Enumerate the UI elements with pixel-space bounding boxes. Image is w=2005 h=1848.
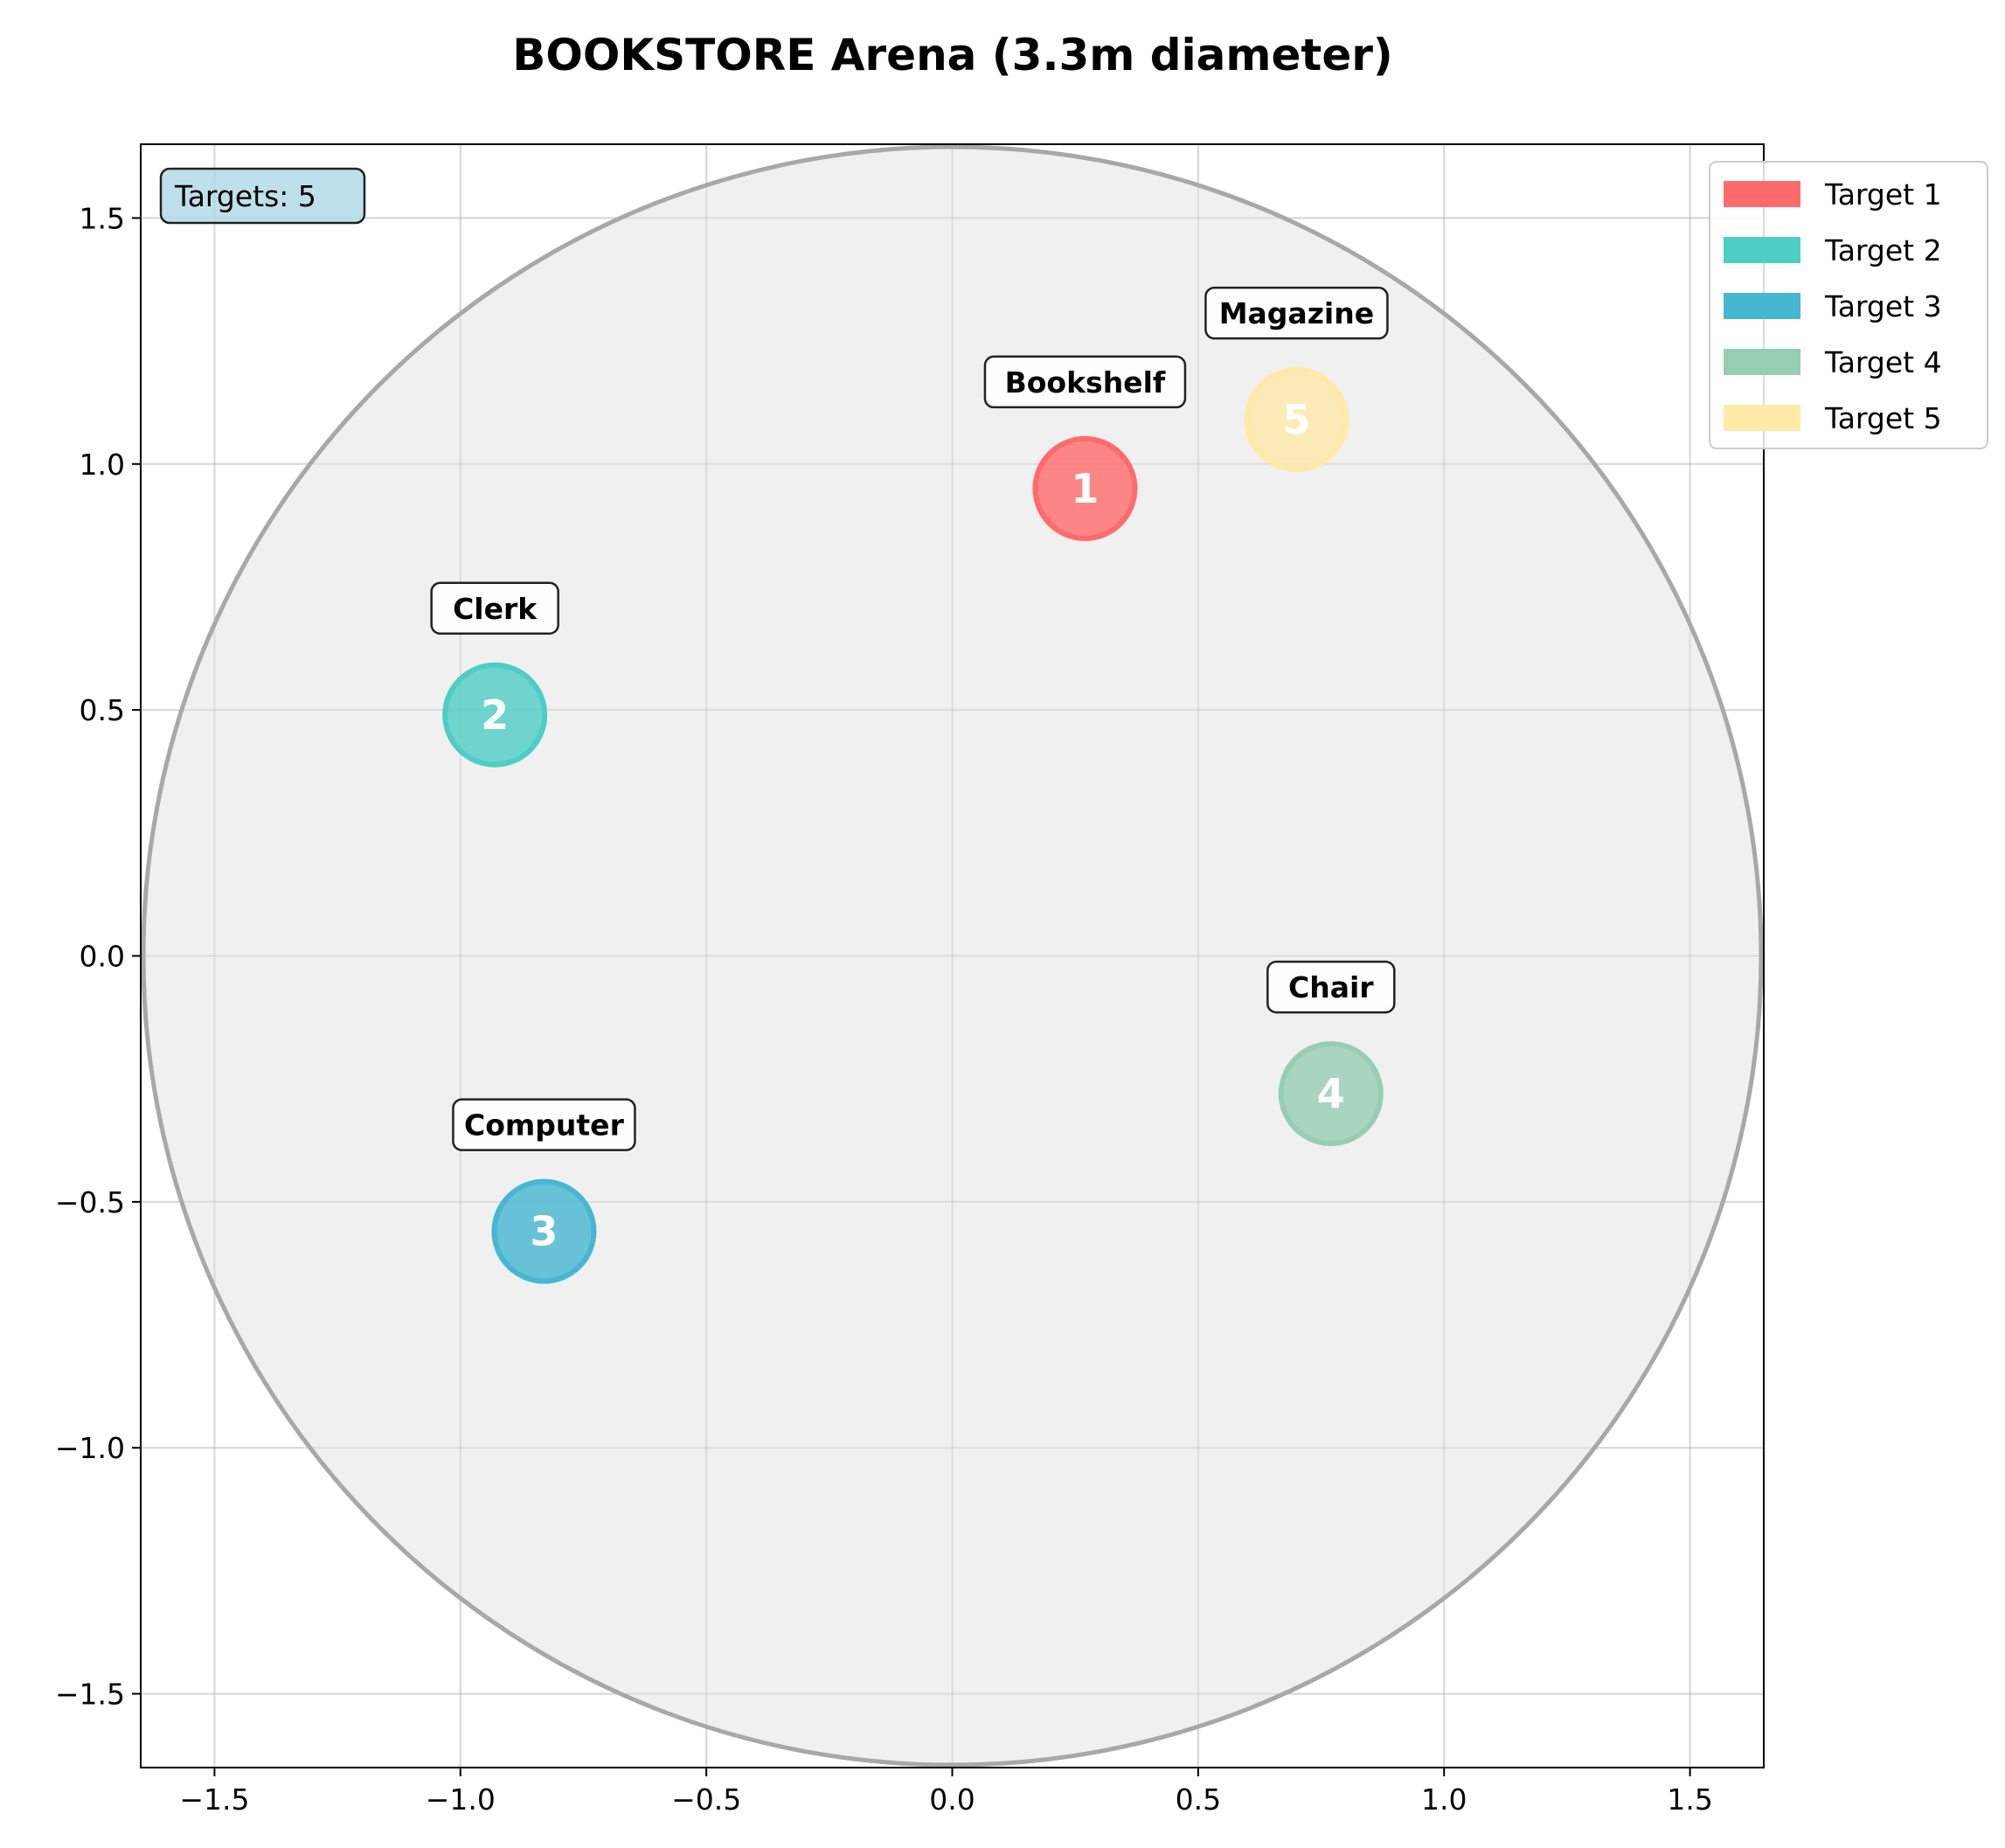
legend-label: Target 3 — [1824, 289, 1942, 323]
x-tick-label: 0.5 — [1176, 1782, 1221, 1817]
x-tick-label: 1.5 — [1667, 1782, 1712, 1817]
legend-swatch — [1724, 405, 1800, 431]
target-label-box — [983, 355, 1187, 409]
target-label: Clerk — [453, 592, 538, 626]
target-marker — [1278, 1041, 1384, 1147]
y-tick-label: −1.5 — [55, 1678, 125, 1712]
target-marker — [1244, 367, 1349, 473]
target-label-box — [430, 581, 559, 636]
legend: Target 1 Target 2 Target 3 Target 4 Target 5 — [1709, 161, 1988, 449]
target-3: 3 Computer — [452, 1098, 636, 1284]
target-2: 2 Clerk — [430, 581, 559, 768]
legend-label: Target 5 — [1824, 401, 1942, 435]
arena-circle — [141, 144, 1764, 1768]
target-4: 4 Chair — [1266, 960, 1396, 1147]
y-tick-label: 1.5 — [80, 201, 125, 235]
y-tick-label: −1.0 — [55, 1431, 125, 1465]
legend-swatch — [1724, 293, 1800, 319]
target-label-box — [452, 1098, 636, 1151]
legend-item-3: Target 3 — [1724, 289, 1942, 323]
target-label-box — [1204, 286, 1389, 340]
target-5: 5 Magazine — [1204, 286, 1389, 473]
legend-swatch — [1724, 181, 1800, 207]
legend-frame — [1709, 161, 1988, 449]
axis-ticks: −1.5 −1.0 −0.5 0.0 0.5 1.0 1.5 1.5 1.0 0.5 0.0 −0.5… — [55, 201, 1713, 1817]
target-label: Computer — [464, 1108, 625, 1143]
target-label: Chair — [1288, 970, 1374, 1004]
legend-label: Target 4 — [1824, 345, 1942, 379]
target-1: 1 Bookshelf — [983, 355, 1187, 541]
legend-swatch — [1724, 349, 1800, 375]
x-tick-label: −1.0 — [426, 1782, 496, 1817]
legend-label: Target 1 — [1824, 177, 1942, 212]
y-tick-label: 0.0 — [80, 940, 125, 974]
target-number: 5 — [1282, 396, 1310, 443]
target-marker — [442, 662, 548, 768]
legend-item-1: Target 1 — [1724, 177, 1942, 212]
legend-item-2: Target 2 — [1724, 233, 1942, 267]
grid-overlay — [141, 144, 1764, 1768]
legend-item-4: Target 4 — [1724, 345, 1942, 379]
y-tick-label: 0.5 — [80, 693, 125, 727]
info-box-background — [159, 167, 366, 225]
x-tick-label: −1.5 — [179, 1782, 249, 1817]
legend-swatch — [1724, 237, 1800, 263]
legend-item-5: Target 5 — [1724, 401, 1942, 435]
target-marker — [1032, 435, 1138, 541]
target-number: 1 — [1071, 465, 1099, 512]
target-number: 4 — [1317, 1070, 1345, 1117]
y-tick-label: 1.0 — [80, 448, 125, 482]
target-label-box — [1266, 960, 1396, 1014]
target-marker — [491, 1178, 597, 1284]
target-number: 2 — [481, 691, 509, 739]
x-tick-label: 1.0 — [1421, 1782, 1467, 1817]
x-tick-label: −0.5 — [671, 1782, 741, 1817]
info-box: Targets: 5 — [159, 167, 366, 225]
arena — [141, 144, 1764, 1768]
targets: 1 Bookshelf 2 Clerk 3 Computer 4 Chair 5 Magazine — [430, 286, 1396, 1284]
info-box-text: Targets: 5 — [174, 179, 316, 213]
chart-title: BOOKSTORE Arena (3.3m diameter) — [512, 30, 1393, 80]
target-label: Magazine — [1219, 296, 1374, 330]
x-tick-label: 0.0 — [929, 1782, 975, 1817]
legend-label: Target 2 — [1824, 233, 1942, 267]
target-label: Bookshelf — [1005, 365, 1166, 399]
target-number: 3 — [530, 1208, 558, 1255]
y-tick-label: −0.5 — [55, 1185, 125, 1219]
